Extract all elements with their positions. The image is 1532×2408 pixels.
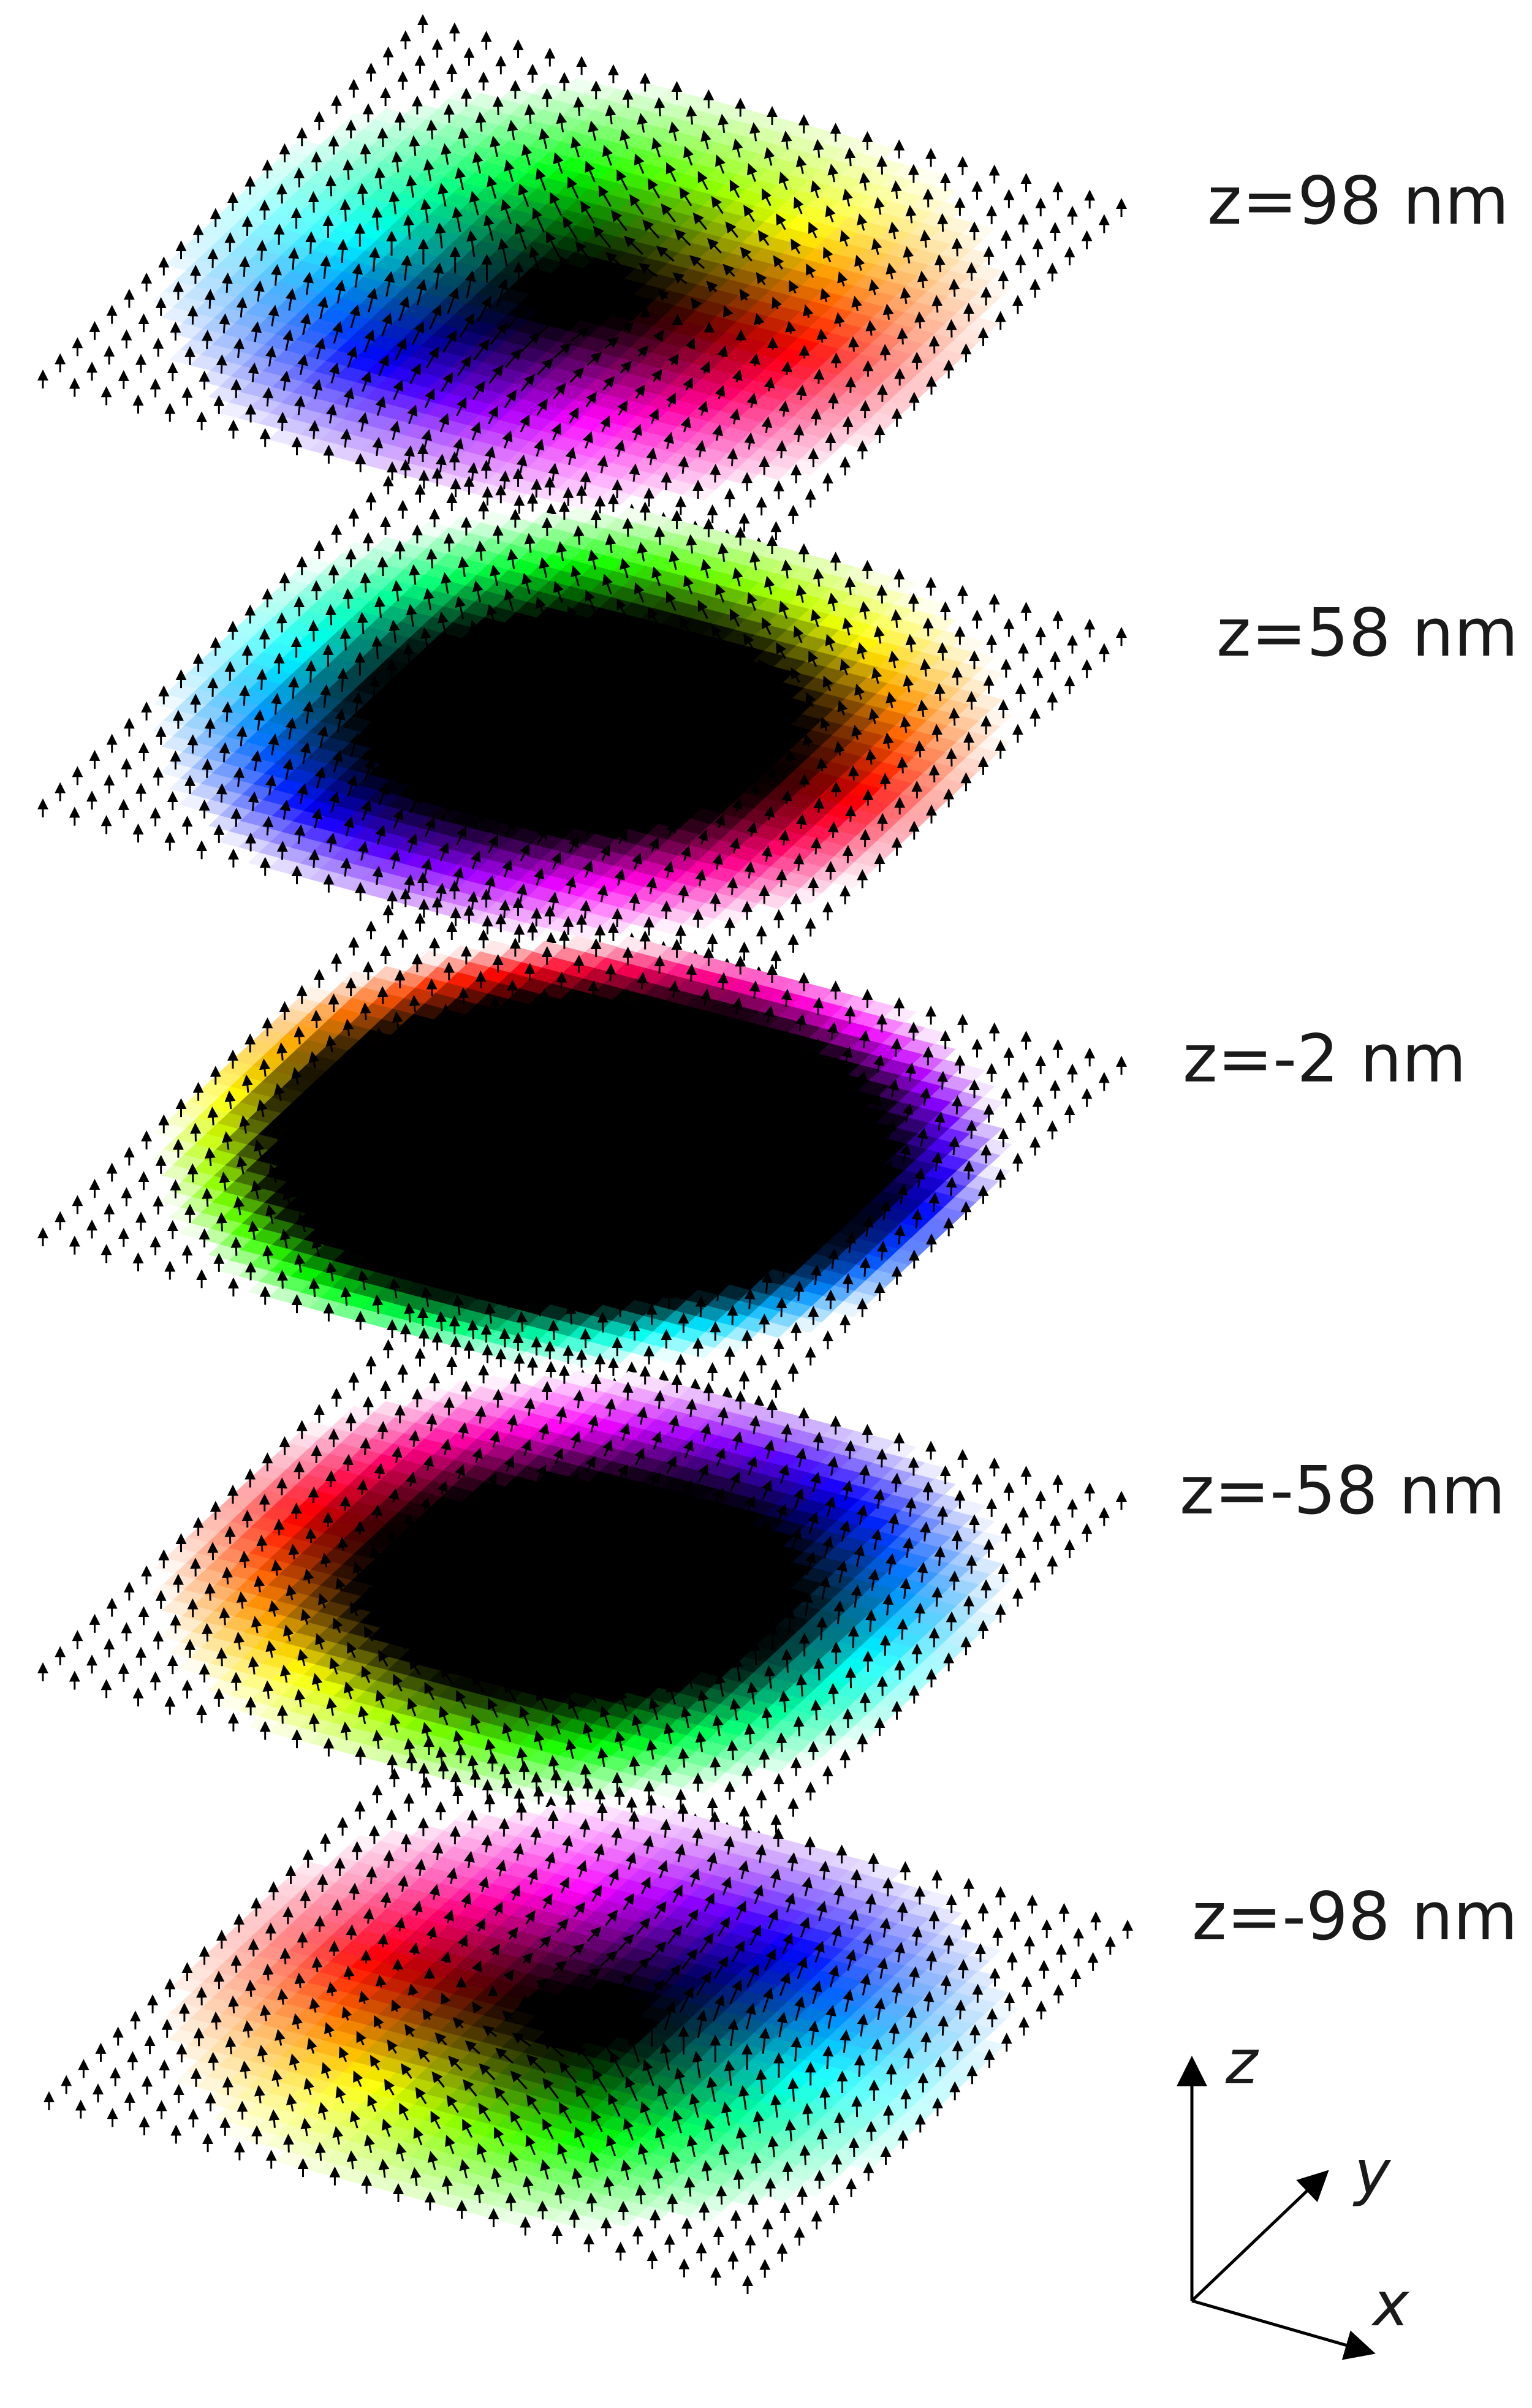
slice-plane-4 (37, 1307, 1127, 1865)
magnetisation-arrows (37, 443, 1127, 1001)
slice-plane-2 (37, 443, 1127, 1001)
colour-field (152, 1371, 1012, 1803)
colour-field (152, 507, 1012, 939)
slice-label-3: z=-2 nm (1183, 1021, 1466, 1097)
y-axis-arrow (1191, 2170, 1329, 2302)
slice-plane-3 (37, 872, 1127, 1430)
slice-label-1: z=98 nm (1207, 163, 1509, 240)
magnetisation-arrows (37, 872, 1127, 1430)
slice-label-5: z=-98 nm (1192, 1879, 1518, 1955)
z-axis-label: z (1225, 2026, 1259, 2098)
x-axis-label: x (1371, 2268, 1410, 2340)
slice-plane-1 (37, 14, 1127, 572)
coordinate-axes (1177, 2056, 1376, 2360)
y-axis-label: y (1352, 2137, 1392, 2208)
slice-plane-5 (44, 1736, 1133, 2294)
x-axis-arrow (1191, 2299, 1376, 2360)
colour-field (158, 1800, 1018, 2232)
slice-label-2: z=58 nm (1216, 595, 1519, 672)
colour-field (152, 936, 1012, 1368)
colour-field (152, 78, 1012, 510)
magnetisation-arrows (37, 14, 1127, 572)
magnetisation-arrows (44, 1736, 1133, 2294)
slice-label-4: z=-58 nm (1180, 1453, 1506, 1529)
